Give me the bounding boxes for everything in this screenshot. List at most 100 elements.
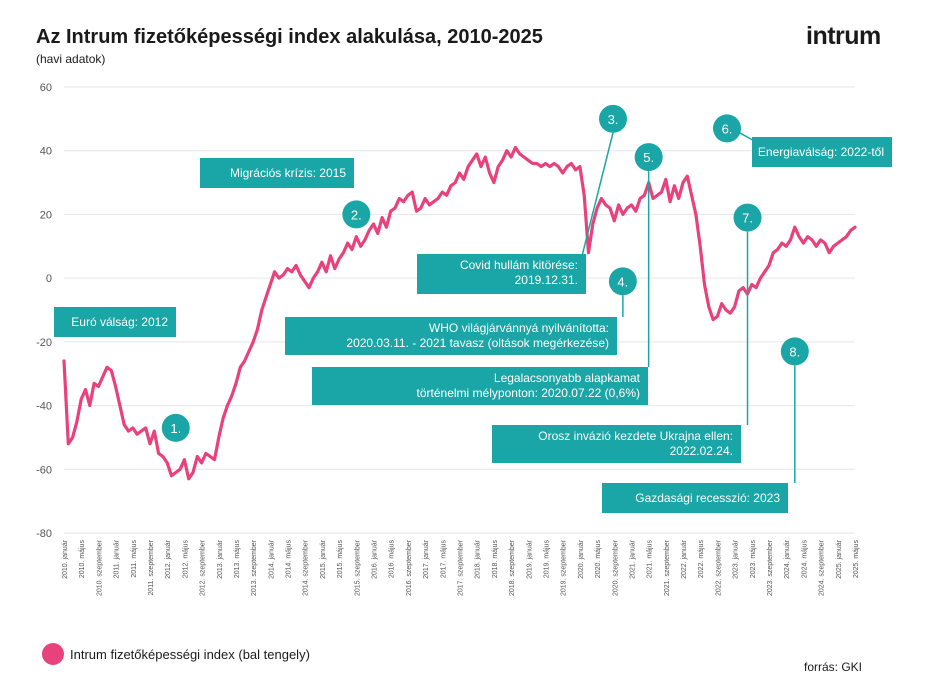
annotation-box [602,483,788,513]
legend-swatch [42,643,64,665]
x-tick-label: 2010. május [79,540,86,579]
annotation-text: történelmi mélyponton: 2020.07.22 (0,6%) [417,386,640,400]
annotation-number: 2. [351,207,362,222]
x-tick-label: 2024. szeptember [819,539,826,596]
x-tick-label: 2018. szeptember [509,539,516,596]
x-tick-label: 2011. május [131,540,138,578]
annotation-text: Energiaválság: 2022-től [758,145,884,159]
annotation-text: 2020.03.11. - 2021 tavasz (oltások megér… [346,336,609,350]
x-tick-label: 2018. január [475,539,482,579]
x-tick-label: 2023. január [733,539,740,579]
page-subtitle: (havi adatok) [36,52,106,66]
x-tick-label: 2013. január [217,539,224,579]
x-tick-label: 2020. május [595,540,602,579]
x-tick-label: 2016. szeptember [406,539,413,596]
x-tick-label: 2024. május [801,540,808,579]
x-tick-label: 2025. január [836,539,843,579]
annotation-number: 5. [643,150,654,165]
y-tick-label: 40 [40,146,52,158]
annotation-number: 6. [722,121,733,136]
page-title: Az Intrum fizetőképességi index alakulás… [36,26,543,48]
x-tick-label: 2013. május [234,540,241,579]
x-tick-label: 2023. május [750,540,757,579]
annotation-marker [342,200,371,229]
annotation-number: 8. [789,344,800,359]
annotation-marker [780,337,809,366]
x-tick-label: 2019. május [543,540,550,579]
annotation-marker [713,114,741,143]
annotation-box [752,137,892,167]
annotation-number: 4. [617,274,628,289]
y-tick-label: 20 [40,209,52,221]
annotation-marker [608,267,637,296]
y-tick-label: -60 [36,464,52,476]
x-tick-label: 2010. január [62,539,69,579]
x-tick-label: 2022. szeptember [715,539,722,596]
annotation-connector [581,132,614,257]
y-tick-label: -40 [36,401,52,413]
annotation-number: 1. [170,421,181,436]
x-tick-label: 2012. január [165,539,172,579]
annotation-text: 2022.02.24. [670,444,733,458]
annotation-marker [634,143,663,172]
annotation-number: 3. [608,112,619,127]
intrum-logo: intrum [806,22,881,50]
series-layer [62,145,857,481]
x-tick-label: 2022. május [698,540,705,579]
annotation-text: 2019.12.31. [515,273,578,287]
x-tick-label: 2024. január [784,539,791,579]
x-tick-label: 2011. január [114,539,121,578]
annotation-text: Migrációs krízis: 2015 [230,166,346,180]
x-tick-label: 2017. január [423,539,430,579]
annotation-box [417,254,586,294]
x-tick-label: 2022. január [681,539,688,579]
x-tick-label: 2015. január [320,539,327,579]
annotation-text: Euró válság: 2012 [71,315,168,329]
x-tick-label: 2021. május [647,540,654,579]
annotation-marker [599,104,627,133]
x-tick-label: 2019. szeptember [561,539,568,596]
annotation-text: Orosz invázió kezdete Ukrajna ellen: [538,429,733,443]
x-tick-label: 2011. szeptember [148,539,155,595]
x-tick-label: 2014. szeptember [303,539,310,596]
annotation-box [492,425,741,463]
x-tick-label: 2015. május [337,540,344,579]
annotation-box [312,367,648,405]
annotation-text: Gazdasági recesszió: 2023 [635,491,780,505]
x-tick-label: 2019. január [526,539,533,579]
x-tick-label: 2012. szeptember [200,539,207,596]
legend-label: Intrum fizetőképességi index (bal tengel… [70,646,310,662]
y-tick-label: -20 [36,337,52,349]
x-tick-label: 2021. szeptember [664,539,671,596]
x-tick-label: 2016. május [389,540,396,579]
x-tick-label: 2020. szeptember [612,539,619,596]
x-tick-label: 2010. szeptember [96,539,103,596]
annotation-number: 7. [742,211,753,226]
annotation-box [54,307,176,337]
x-tick-label: 2016. január [372,539,379,579]
y-tick-label: -80 [36,528,52,540]
x-tick-label: 2021. január [629,539,636,579]
annotation-box [285,317,617,355]
annotation-text: WHO világjárvánnyá nyilvánította: [429,321,609,335]
annotation-text: Legalacsonyabb alapkamat [494,371,641,385]
x-tick-label: 2017. május [440,540,447,579]
annotation-box [200,158,354,188]
x-tick-label: 2018. május [492,540,499,579]
x-tick-label: 2013. szeptember [251,539,258,596]
x-tick-label: 2014. január [268,539,275,579]
x-tick-label: 2020. január [578,539,585,579]
annotation-marker [733,203,762,232]
x-tick-label: 2014. május [286,540,293,579]
x-tick-label: 2023. szeptember [767,539,774,596]
y-tick-label: 0 [46,273,52,285]
annotation-marker [161,413,190,442]
source-note: forrás: GKI [804,660,863,674]
y-tick-label: 60 [40,82,52,94]
x-tick-label: 2012. május [182,540,189,579]
x-axis-ticks: 2010. január 2010. május 2010. szeptember 2… [62,539,860,596]
series-line [62,145,857,481]
annotations-layer: Euró válság: 2012 1. Migrációs krízis: 201… [54,104,892,513]
y-axis-ticks: -80 -60 -40 -20 0 20 40 60 [36,82,52,540]
